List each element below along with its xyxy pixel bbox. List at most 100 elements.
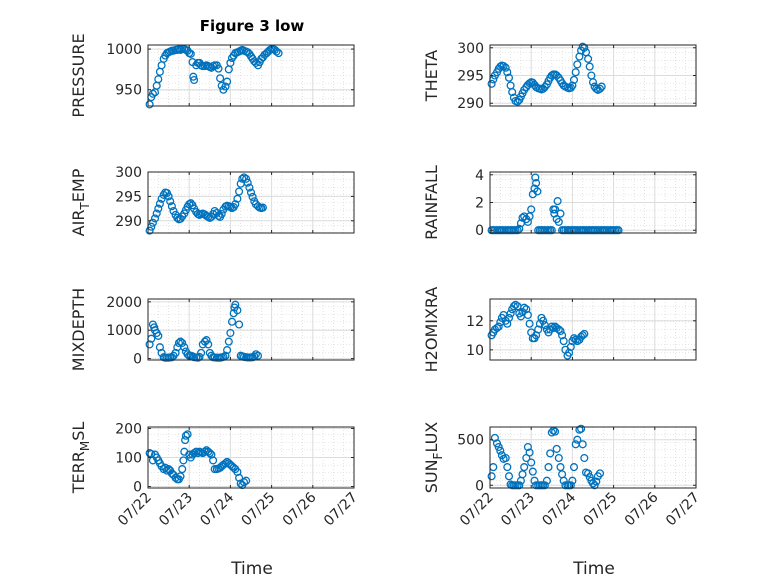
y-axis-label-rest: EMP — [69, 168, 88, 202]
data-point — [584, 54, 593, 63]
data-point — [595, 84, 605, 93]
data-point — [515, 481, 524, 490]
subplot-6: 10 12 H2OMIXRA — [422, 287, 697, 372]
data-point — [246, 188, 256, 197]
data-point — [167, 202, 176, 211]
data-point — [235, 473, 244, 482]
data-point — [551, 427, 560, 436]
data-point — [552, 71, 561, 80]
data-point — [578, 331, 587, 340]
data-point — [566, 83, 575, 92]
data-point — [544, 463, 553, 472]
data-point — [496, 446, 505, 455]
data-point — [214, 64, 223, 73]
y-tick-label: 295 — [115, 189, 142, 205]
data-point — [501, 63, 510, 72]
y-tick-label: 0 — [475, 223, 484, 239]
y-tick-label: 0 — [133, 480, 142, 496]
data-point — [176, 472, 185, 481]
figure-title: Figure 3 low — [200, 17, 305, 35]
data-point — [176, 337, 185, 346]
data-point — [235, 320, 244, 329]
data-point — [180, 343, 189, 352]
data-point — [157, 194, 166, 203]
y-tick-label: 0 — [475, 478, 484, 494]
data-point — [204, 340, 213, 349]
data-point — [554, 325, 563, 334]
data-point — [580, 43, 589, 52]
y-tick-label: 2 — [475, 196, 484, 212]
data-point — [547, 428, 556, 437]
axes-box — [489, 426, 697, 489]
data-point — [235, 187, 244, 196]
data-point — [523, 310, 532, 320]
y-tick-label: 12 — [466, 314, 484, 330]
data-point — [154, 75, 163, 84]
data-point — [185, 200, 194, 209]
data-point — [189, 72, 198, 81]
data-point — [190, 75, 199, 85]
data-point — [504, 73, 514, 82]
data-point — [492, 323, 502, 333]
y-tick-label: 300 — [457, 41, 484, 57]
data-point — [150, 214, 160, 223]
data-point — [551, 205, 560, 214]
data-point — [546, 449, 555, 458]
y-tick-label: 100 — [115, 451, 142, 467]
data-point — [181, 431, 190, 440]
y-axis-label-main: MIXDEPTH — [69, 288, 88, 371]
data-point — [588, 78, 598, 87]
data-point — [539, 316, 548, 325]
y-tick-label: 300 — [115, 165, 142, 181]
data-point — [590, 481, 599, 490]
y-axis-label-main: TERR — [69, 451, 88, 494]
data-point — [556, 326, 565, 336]
y-tick-label: 295 — [457, 69, 484, 85]
subplot-2: 290 295 300 THETA — [422, 41, 697, 112]
data-point — [518, 470, 527, 479]
y-axis-label-rest: SL — [69, 422, 88, 441]
data-point — [566, 342, 575, 351]
data-point — [573, 435, 582, 444]
data-point — [569, 463, 579, 472]
data-point — [227, 317, 237, 326]
data-point — [558, 331, 567, 340]
data-point — [522, 305, 531, 314]
y-tick-label: 1000 — [106, 42, 142, 58]
data-point — [552, 444, 561, 453]
y-tick-label: 950 — [115, 83, 142, 99]
data-point — [154, 204, 163, 213]
data-point — [528, 467, 537, 476]
y-axis-label-subscript: F — [431, 452, 445, 459]
data-point — [496, 62, 505, 71]
data-point — [549, 323, 558, 333]
data-point — [216, 74, 225, 83]
data-point — [527, 458, 536, 467]
data-point — [148, 89, 157, 98]
data-point — [217, 81, 226, 90]
data-point — [580, 329, 589, 338]
y-tick-label: 1000 — [106, 323, 142, 339]
axes-box — [147, 171, 355, 234]
y-tick-label: 2000 — [106, 295, 142, 311]
data-point — [210, 206, 219, 216]
data-point — [525, 319, 534, 328]
y-axis-label: TERRMSL — [69, 422, 92, 495]
data-point — [174, 338, 183, 348]
data-point — [499, 62, 508, 71]
subplot-3: 290 295 300 AIRTEMP — [69, 165, 355, 237]
y-axis-label-main: AIR — [69, 210, 88, 237]
data-point — [569, 75, 579, 84]
data-point — [487, 472, 496, 481]
data-point — [501, 453, 510, 463]
data-point — [540, 481, 549, 490]
data-point — [585, 62, 594, 71]
data-point — [578, 440, 587, 449]
data-point — [169, 206, 178, 216]
data-point — [568, 476, 577, 485]
data-point — [504, 472, 514, 481]
data-point — [221, 459, 230, 468]
data-point — [487, 79, 496, 88]
